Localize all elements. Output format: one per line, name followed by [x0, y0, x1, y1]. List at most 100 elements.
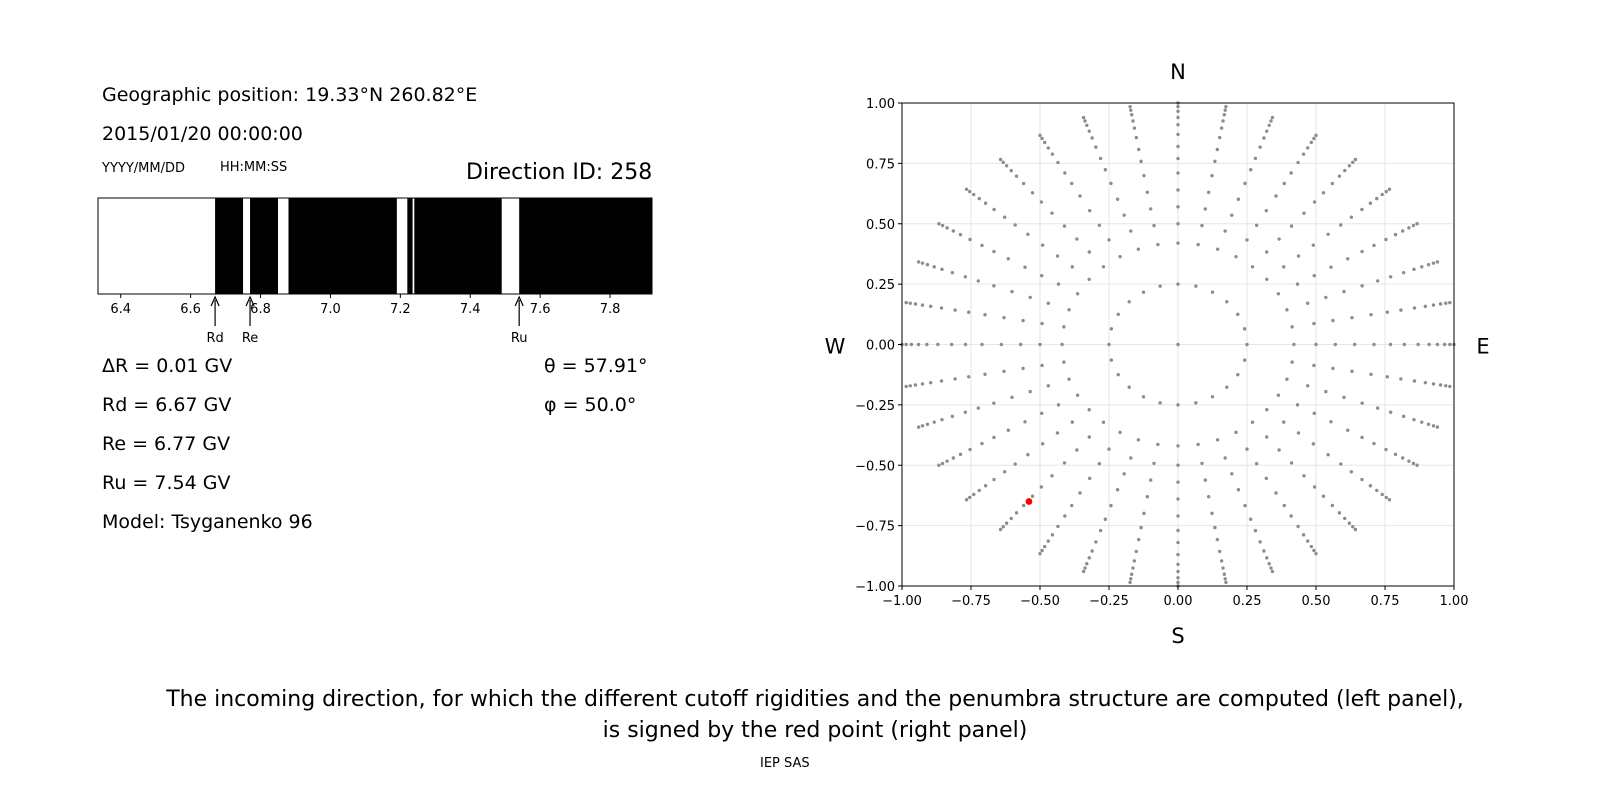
date-format-label: YYYY/MM/DD [102, 161, 185, 176]
penumbra-x-tick-label: 6.4 [110, 302, 131, 317]
direction-point [1253, 528, 1258, 533]
direction-point [925, 342, 929, 347]
datetime: 2015/01/20 00:00:00 [102, 123, 303, 145]
scatter-y-tick-label: 0.25 [866, 278, 895, 293]
direction-point [1223, 577, 1227, 581]
direction-point [1215, 537, 1220, 542]
direction-point [1243, 503, 1247, 508]
direction-point [998, 157, 1003, 162]
direction-point [1346, 257, 1350, 261]
direction-point [1245, 238, 1249, 242]
direction-point [953, 377, 957, 381]
direction-point [1075, 292, 1080, 296]
direction-point [1407, 459, 1411, 463]
direction-point [1217, 549, 1222, 554]
direction-point [1010, 395, 1014, 400]
direction-point [1324, 295, 1328, 300]
marker-arrowhead-re [245, 295, 255, 307]
direction-point [1368, 201, 1373, 205]
direction-point [1290, 360, 1294, 364]
geo-position: Geographic position: 19.33°N 260.82°E [102, 84, 478, 106]
direction-point [1213, 525, 1217, 530]
direction-point [904, 384, 908, 389]
direction-point [1242, 327, 1247, 331]
direction-point [1094, 540, 1098, 544]
direction-point [1350, 315, 1354, 320]
direction-point [1200, 223, 1204, 228]
marker-label-re: Re [242, 331, 258, 346]
direction-point [1087, 476, 1092, 481]
direction-point [1028, 295, 1032, 300]
direction-point [1289, 224, 1294, 228]
direction-point [1347, 521, 1352, 525]
direction-point [1142, 173, 1146, 178]
direction-point [1176, 156, 1180, 161]
direction-point [904, 342, 908, 347]
direction-point [1021, 366, 1025, 371]
direction-point [1081, 569, 1086, 574]
direction-point [1060, 342, 1064, 347]
direction-point [1014, 174, 1019, 178]
forbidden-band-5 [519, 198, 652, 294]
direction-point [1274, 491, 1278, 495]
direction-point [945, 226, 949, 230]
direction-point [1387, 187, 1392, 191]
direction-point [977, 196, 981, 201]
direction-point [951, 456, 956, 460]
direction-point [1331, 366, 1335, 371]
time-format-label: HH:MM:SS [220, 160, 288, 175]
direction-point [1223, 456, 1227, 460]
direction-point [1021, 181, 1026, 186]
compass-south-label: S [1171, 624, 1184, 648]
direction-point [1094, 145, 1098, 149]
direction-point [1306, 146, 1310, 150]
direction-point [1431, 303, 1436, 307]
direction-point [1435, 260, 1440, 264]
direction-point [1050, 211, 1054, 215]
direction-point [1301, 152, 1306, 156]
direction-point [1062, 325, 1066, 329]
direction-point [964, 187, 969, 191]
direction-point [928, 304, 933, 309]
direction-point [1176, 562, 1180, 566]
direction-point [1276, 292, 1281, 296]
direction-point [1194, 401, 1198, 405]
direction-point [1067, 308, 1071, 312]
direction-point [1176, 222, 1180, 226]
direction-point [1023, 420, 1027, 424]
direction-point [1040, 321, 1044, 326]
direction-point [992, 401, 996, 405]
caption-line-2: is signed by the red point (right panel) [602, 718, 1028, 743]
direction-point [1312, 485, 1317, 489]
direction-point [1141, 395, 1146, 399]
direction-point [1219, 126, 1224, 130]
direction-point [983, 372, 987, 376]
phi-value: φ = 50.0° [544, 394, 637, 416]
direction-point [1067, 377, 1071, 381]
direction-point [1412, 306, 1417, 310]
direction-point [1312, 321, 1316, 326]
direction-point [1002, 470, 1007, 474]
direction-point [1330, 503, 1335, 508]
compass-east-label: E [1476, 335, 1489, 359]
directions-scatter-chart: −1.00 1.00 −0.75 0.75 −0.50 0.50 −0.25 0.25 0.00… [825, 60, 1490, 648]
direction-point [1013, 223, 1017, 227]
direction-id: Direction ID: 258 [466, 160, 653, 185]
direction-point [1132, 559, 1137, 563]
direction-point [1262, 136, 1266, 140]
direction-point [1346, 428, 1350, 432]
direction-point [1098, 156, 1103, 161]
direction-point [1400, 456, 1405, 460]
direction-point [1312, 548, 1316, 553]
forbidden-band-2 [288, 198, 397, 294]
direction-point [1360, 249, 1364, 254]
direction-point [940, 417, 944, 422]
direction-point [1262, 549, 1266, 553]
direction-point [925, 422, 930, 426]
direction-point [983, 201, 988, 205]
direction-point [1420, 420, 1424, 424]
direction-point [1070, 420, 1074, 424]
direction-point [1360, 435, 1364, 440]
direction-point [1343, 168, 1347, 173]
direction-point [1314, 133, 1318, 138]
